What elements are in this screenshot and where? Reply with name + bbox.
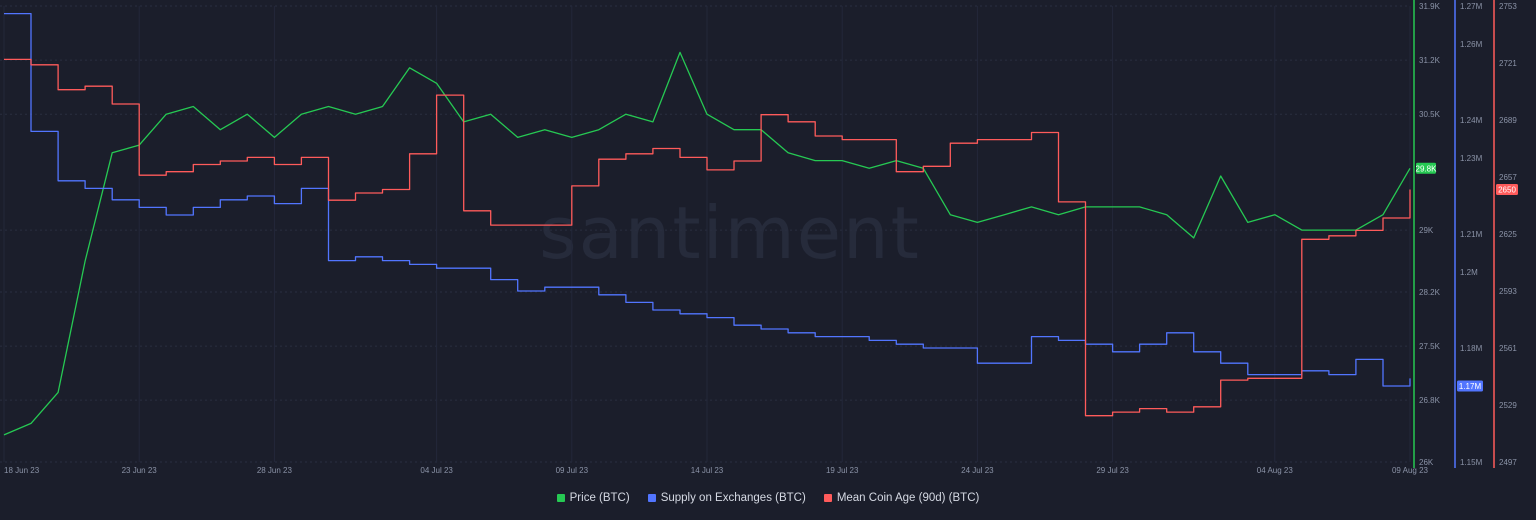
x-tick-label: 09 Aug 23 <box>1392 466 1429 475</box>
axis-price: 31.9K 31.2K 30.5K 29K 28.2K 27.5K 26.8K 26K 29.8… <box>1413 0 1441 468</box>
current-value-label-supply: 1.17M <box>1459 382 1482 391</box>
y-tick-label-age: 2529 <box>1499 401 1517 410</box>
x-tick-label: 18 Jun 23 <box>4 466 40 475</box>
legend-label-age: Mean Coin Age (90d) (BTC) <box>836 492 980 504</box>
x-tick-label: 04 Jul 23 <box>420 466 453 475</box>
x-tick-label: 14 Jul 23 <box>691 466 724 475</box>
y-tick-label-supply: 1.27M <box>1460 2 1483 11</box>
y-tick-label-supply: 1.2M <box>1460 268 1478 277</box>
axis-supply: 1.27M 1.26M 1.24M 1.23M 1.21M 1.2M 1.18M 1.15M 1… <box>1454 0 1483 468</box>
y-tick-label-age: 2657 <box>1499 173 1517 182</box>
y-tick-label-age: 2689 <box>1499 116 1517 125</box>
legend-item-price[interactable]: Price (BTC) <box>556 492 630 504</box>
legend-label-price: Price (BTC) <box>569 492 630 504</box>
legend-item-age[interactable]: Mean Coin Age (90d) (BTC) <box>823 492 980 504</box>
current-value-label-price: 29.8K <box>1416 164 1438 173</box>
y-tick-label-supply: 1.15M <box>1460 458 1483 467</box>
y-tick-label-age: 2753 <box>1499 2 1517 11</box>
y-tick-label-price: 31.9K <box>1419 2 1441 11</box>
current-value-badge-supply <box>1457 380 1483 392</box>
legend-item-supply[interactable]: Supply on Exchanges (BTC) <box>647 492 806 504</box>
current-value-label-age: 2650 <box>1498 185 1516 194</box>
series-supply-line <box>4 12 1411 387</box>
series-price-line <box>3 51 1411 436</box>
legend-swatch-age <box>823 494 832 502</box>
x-tick-label: 24 Jul 23 <box>961 466 994 475</box>
y-tick-label-price: 28.2K <box>1419 288 1441 297</box>
y-tick-label-supply: 1.18M <box>1460 344 1483 353</box>
y-tick-label-price: 31.2K <box>1419 56 1441 65</box>
y-tick-label-age: 2721 <box>1499 59 1517 68</box>
y-tick-label-age: 2497 <box>1499 458 1517 467</box>
series-age-line <box>4 58 1411 417</box>
chart-svg: santiment 31.9K 31.2K 30.5K 29K 28.2K 27.5K 26.… <box>0 0 1518 475</box>
y-tick-label-price: 29K <box>1419 226 1434 235</box>
y-tick-label-price: 30.5K <box>1419 110 1441 119</box>
x-tick-label: 19 Jul 23 <box>826 466 859 475</box>
axis-age: 2753 2721 2689 2657 2625 2593 2561 2529 2497 2650 <box>1493 0 1518 468</box>
grid-lines <box>0 5 1411 463</box>
y-tick-label-age: 2625 <box>1499 230 1517 239</box>
x-tick-label: 23 Jun 23 <box>122 466 158 475</box>
x-tick-label: 28 Jun 23 <box>257 466 293 475</box>
legend-swatch-price <box>556 494 565 502</box>
x-tick-label: 29 Jul 23 <box>1096 466 1129 475</box>
x-tick-label: 09 Jul 23 <box>556 466 589 475</box>
current-value-badge-price <box>1416 162 1436 174</box>
y-tick-label-age: 2561 <box>1499 344 1517 353</box>
legend-swatch-supply <box>647 494 656 502</box>
y-tick-label-age: 2593 <box>1499 287 1517 296</box>
y-tick-label-supply: 1.21M <box>1460 230 1483 239</box>
current-value-badge-age <box>1496 183 1518 195</box>
y-tick-label-supply: 1.26M <box>1460 40 1483 49</box>
x-tick-label: 04 Aug 23 <box>1257 466 1294 475</box>
y-tick-label-price: 26K <box>1419 458 1434 467</box>
y-tick-label-price: 27.5K <box>1419 342 1441 351</box>
watermark-text: santiment <box>539 191 921 275</box>
y-tick-label-supply: 1.23M <box>1460 154 1483 163</box>
chart-legend: Price (BTC) Supply on Exchanges (BTC) Me… <box>0 492 1536 504</box>
y-tick-label-price: 26.8K <box>1419 396 1441 405</box>
legend-label-supply: Supply on Exchanges (BTC) <box>660 492 806 504</box>
y-tick-label-supply: 1.24M <box>1460 116 1483 125</box>
